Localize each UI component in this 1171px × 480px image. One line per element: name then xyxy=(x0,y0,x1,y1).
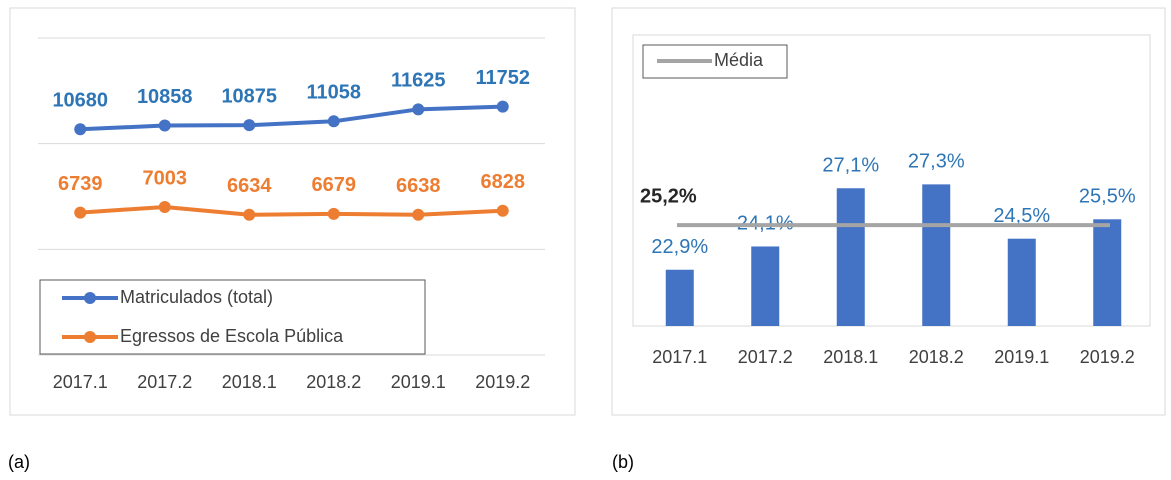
x-tick-label: 2018.1 xyxy=(823,347,878,367)
data-label: 6828 xyxy=(481,171,526,193)
x-tick-label: 2019.2 xyxy=(1080,347,1135,367)
data-label: 22,9% xyxy=(651,236,708,258)
point xyxy=(412,103,425,116)
point xyxy=(74,206,87,219)
bar xyxy=(1007,238,1036,326)
point xyxy=(158,119,171,132)
data-label: 11058 xyxy=(306,82,361,104)
legend-label: Egressos de Escola Pública xyxy=(120,326,344,346)
data-label: 7003 xyxy=(143,167,188,189)
x-tick-label: 2018.1 xyxy=(222,372,277,392)
data-label: 10858 xyxy=(137,86,193,108)
mean-label: 25,2% xyxy=(640,185,697,207)
caption: (a) xyxy=(8,452,30,472)
data-label: 11625 xyxy=(391,70,446,92)
point xyxy=(412,208,425,221)
data-label: 27,1% xyxy=(822,155,879,177)
x-tick-label: 2017.1 xyxy=(53,372,108,392)
x-tick-label: 2017.2 xyxy=(137,372,192,392)
point xyxy=(496,100,509,113)
bar xyxy=(751,246,780,326)
point xyxy=(496,204,509,217)
point xyxy=(74,123,87,136)
legend-marker xyxy=(84,331,96,343)
legend-marker xyxy=(84,292,96,304)
x-tick-label: 2019.1 xyxy=(994,347,1049,367)
x-tick-label: 2018.2 xyxy=(306,372,361,392)
x-tick-label: 2017.2 xyxy=(738,347,793,367)
data-label: 6638 xyxy=(396,175,441,197)
legend-label: Média xyxy=(714,50,764,70)
point xyxy=(243,119,256,132)
legend xyxy=(39,279,426,355)
series-line xyxy=(80,104,503,132)
point xyxy=(158,201,171,214)
data-label: 6739 xyxy=(58,173,103,195)
data-label: 25,5% xyxy=(1079,186,1136,208)
data-label: 27,3% xyxy=(908,151,965,173)
point xyxy=(327,115,340,128)
data-label: 10875 xyxy=(221,85,277,107)
bar xyxy=(1093,219,1122,326)
x-tick-label: 2019.1 xyxy=(391,372,446,392)
x-tick-label: 2019.2 xyxy=(475,372,530,392)
bar xyxy=(922,184,951,326)
data-label: 10680 xyxy=(52,90,108,112)
series-line xyxy=(80,204,503,217)
x-tick-label: 2018.2 xyxy=(909,347,964,367)
data-label: 24,5% xyxy=(993,205,1050,227)
data-label: 11752 xyxy=(475,67,530,89)
bar xyxy=(836,188,865,326)
x-tick-label: 2017.1 xyxy=(652,347,707,367)
plot-area xyxy=(632,34,1151,327)
data-label: 6634 xyxy=(227,175,272,197)
point xyxy=(327,207,340,220)
data-label: 6679 xyxy=(312,174,357,196)
point xyxy=(243,208,256,221)
caption: (b) xyxy=(612,452,634,472)
bar xyxy=(665,269,694,326)
legend-label: Matriculados (total) xyxy=(120,287,273,307)
